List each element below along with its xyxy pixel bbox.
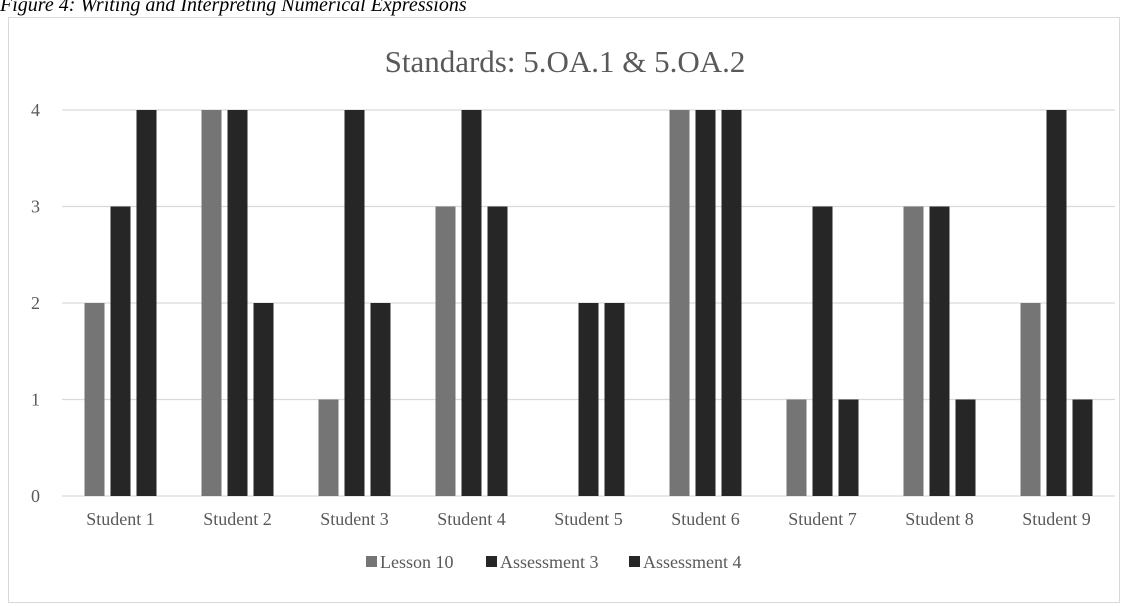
x-tick-label-7: Student 7 (788, 509, 857, 529)
bar-9-1 (1020, 303, 1041, 496)
bar-8-3 (955, 399, 976, 496)
bar-6-1 (669, 110, 690, 496)
y-axis-ticks: 0 1 2 3 4 (31, 100, 40, 506)
x-tick-label-1: Student 1 (86, 509, 155, 529)
bar-4-3 (487, 206, 508, 496)
x-axis-ticks: Student 1 Student 2 Student 3 Student 4 Stud… (86, 509, 1091, 529)
bar-3-1 (318, 399, 339, 496)
legend-swatch-2 (486, 556, 497, 567)
bar-6-3 (721, 110, 742, 496)
bar-9-2 (1046, 110, 1067, 496)
bar-2-2 (227, 110, 248, 496)
legend-swatch-1 (366, 556, 377, 567)
figure-caption: Figure 4: Writing and Interpreting Numer… (0, 0, 467, 16)
bar-6-2 (695, 110, 716, 496)
bar-4-2 (461, 110, 482, 496)
bar-7-1 (786, 399, 807, 496)
bar-5-3 (604, 303, 625, 496)
bar-1-3 (136, 110, 157, 496)
y-tick-label-3: 3 (31, 197, 40, 217)
x-tick-label-9: Student 9 (1022, 509, 1091, 529)
bar-2-1 (201, 110, 222, 496)
bars (84, 110, 1093, 496)
legend-label-2: Assessment 3 (500, 552, 599, 572)
bar-3-3 (370, 303, 391, 496)
legend-label-3: Assessment 4 (643, 552, 742, 572)
bar-1-1 (84, 303, 105, 496)
bar-8-2 (929, 206, 950, 496)
x-tick-label-2: Student 2 (203, 509, 272, 529)
legend: Lesson 10 Assessment 3 Assessment 4 (366, 552, 742, 572)
x-tick-label-5: Student 5 (554, 509, 623, 529)
y-tick-label-2: 2 (31, 293, 40, 313)
bar-4-1 (435, 206, 456, 496)
bar-1-2 (110, 206, 131, 496)
bar-3-2 (344, 110, 365, 496)
bar-5-2 (578, 303, 599, 496)
x-tick-label-4: Student 4 (437, 509, 506, 529)
bar-7-2 (812, 206, 833, 496)
legend-swatch-3 (629, 556, 640, 567)
bar-7-3 (838, 399, 859, 496)
x-tick-label-6: Student 6 (671, 509, 740, 529)
y-tick-label-0: 0 (31, 486, 40, 506)
bar-2-3 (253, 303, 274, 496)
chart-title: Standards: 5.OA.1 & 5.OA.2 (385, 44, 746, 79)
legend-label-1: Lesson 10 (380, 552, 454, 572)
y-tick-label-4: 4 (31, 100, 40, 120)
y-tick-label-1: 1 (31, 390, 40, 410)
bar-8-1 (903, 206, 924, 496)
x-tick-label-3: Student 3 (320, 509, 389, 529)
x-tick-label-8: Student 8 (905, 509, 974, 529)
bar-9-3 (1072, 399, 1093, 496)
